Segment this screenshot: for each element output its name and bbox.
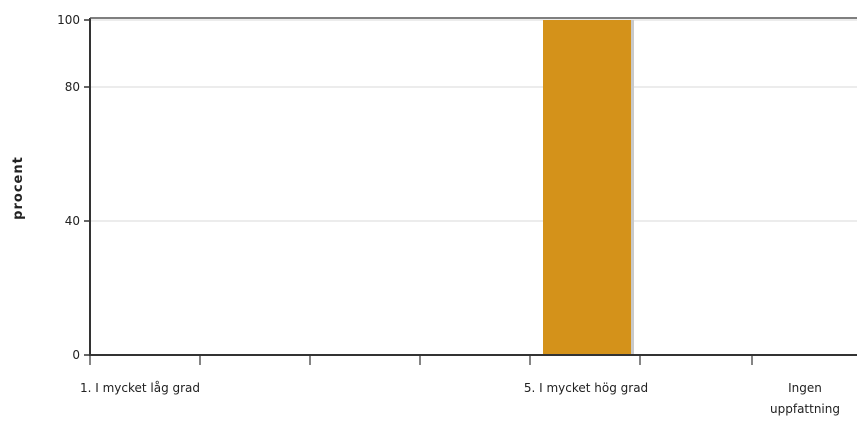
y-tick-label: 40 (65, 214, 80, 228)
y-tick-label: 80 (65, 80, 80, 94)
y-tick-label: 0 (72, 348, 80, 362)
y-tick-labels: 0 40 80 100 (57, 13, 80, 362)
y-tick-label: 100 (57, 13, 80, 27)
x-tick-label: Ingen (788, 381, 822, 395)
y-axis-label: procent (11, 156, 26, 220)
x-tick-label: 5. I mycket hög grad (524, 381, 648, 395)
x-tick-label: uppfattning (770, 402, 840, 416)
x-tick-labels: 1. I mycket låg grad 5. I mycket hög grad… (80, 381, 840, 416)
bar (543, 20, 631, 355)
x-tick-label: 1. I mycket låg grad (80, 381, 200, 395)
grid-lines (90, 19, 857, 222)
bars (543, 20, 634, 355)
axes (84, 17, 857, 365)
